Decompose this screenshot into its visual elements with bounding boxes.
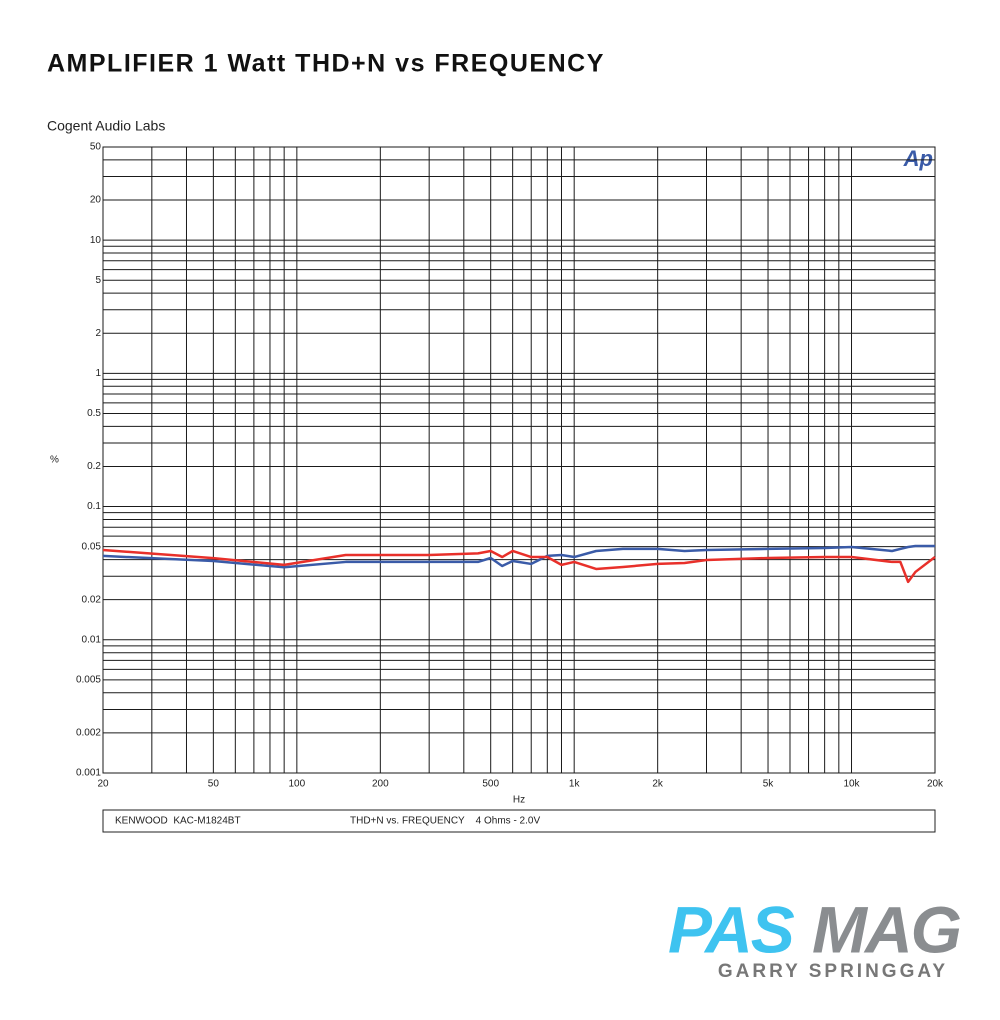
x-tick-label: 50 xyxy=(208,779,220,790)
x-tick-label: 1k xyxy=(569,779,581,790)
watermark: Ap xyxy=(903,146,933,171)
x-tick-label: 2k xyxy=(652,779,664,790)
y-tick-label: 0.05 xyxy=(82,541,102,552)
series-line xyxy=(102,544,935,569)
footer-note: THD+N vs. FREQUENCY 4 Ohms - 2.0V xyxy=(350,816,540,827)
subtitle: Cogent Audio Labs xyxy=(47,118,165,134)
x-tick-label: 100 xyxy=(289,779,306,790)
page-title: AMPLIFIER 1 Watt THD+N vs FREQUENCY xyxy=(47,50,605,78)
y-tick-label: 50 xyxy=(90,142,102,153)
y-tick-label: 5 xyxy=(95,275,101,286)
x-tick-label: 10k xyxy=(843,779,860,790)
x-tick-label: 5k xyxy=(763,779,775,790)
x-tick-label: 200 xyxy=(372,779,389,790)
y-tick-label: 1 xyxy=(95,368,101,379)
author: GARRY SPRINGGAY xyxy=(718,961,948,982)
y-tick-label: 0.02 xyxy=(82,594,102,605)
series-line xyxy=(102,548,936,584)
y-tick-label: 20 xyxy=(90,195,102,206)
y-tick-label: 0.2 xyxy=(87,461,101,472)
y-tick-label: 0.1 xyxy=(87,501,101,512)
y-tick-label: 0.005 xyxy=(76,675,101,686)
logo-part: MAG xyxy=(812,892,961,966)
y-tick-label: 0.002 xyxy=(76,728,101,739)
footer-box xyxy=(102,809,936,833)
footer-note: KENWOOD KAC-M1824BT xyxy=(115,816,241,827)
logo-part: PAS xyxy=(668,892,795,966)
x-tick-label: 500 xyxy=(482,779,499,790)
x-axis-label: Hz xyxy=(513,795,525,806)
x-tick-label: 20k xyxy=(927,779,944,790)
y-tick-label: 0.5 xyxy=(87,408,101,419)
x-tick-label: 20 xyxy=(97,779,109,790)
y-tick-label: 2 xyxy=(95,328,101,339)
y-tick-label: 0.01 xyxy=(82,634,102,645)
y-tick-label: 10 xyxy=(90,235,102,246)
y-axis-label: % xyxy=(50,455,59,466)
plot-frame xyxy=(102,146,936,774)
y-tick-label: 0.001 xyxy=(76,768,101,779)
